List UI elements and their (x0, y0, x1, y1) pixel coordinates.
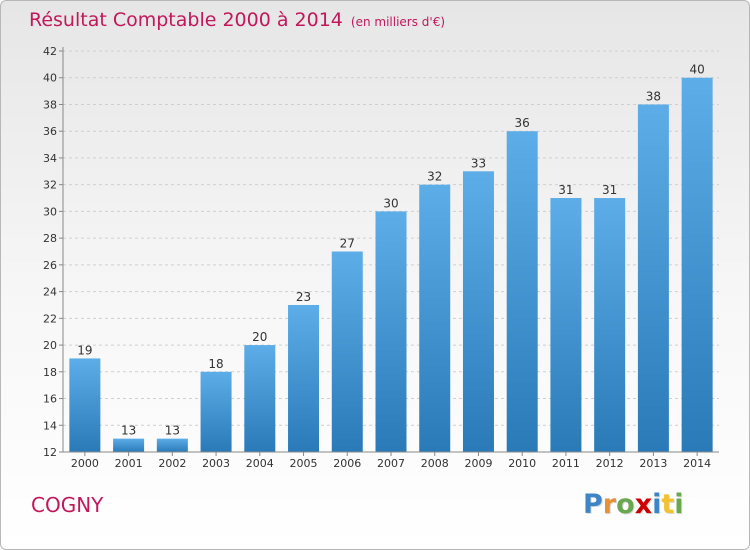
x-tick-label: 2009 (464, 457, 492, 470)
bar-2000 (69, 358, 101, 452)
x-tick-label: 2004 (246, 457, 274, 470)
bar-2002 (156, 438, 188, 452)
commune-name: COGNY (31, 493, 104, 517)
bar-2010 (506, 131, 538, 452)
data-label: 13 (121, 424, 136, 438)
data-label: 20 (252, 330, 267, 344)
y-tick-label: 20 (43, 339, 57, 352)
x-tick-label: 2006 (333, 457, 361, 470)
y-tick-label: 42 (43, 45, 57, 58)
bar-2004 (244, 345, 276, 452)
bar-2009 (462, 171, 494, 453)
y-tick-label: 12 (43, 446, 57, 459)
proxiti-logo: Proxiti (583, 489, 684, 520)
bar-2001 (113, 438, 145, 452)
y-tick-label: 36 (43, 125, 57, 138)
x-tick-label: 2012 (596, 457, 624, 470)
y-tick-label: 22 (43, 312, 57, 325)
y-tick-label: 16 (43, 393, 57, 406)
x-tick-label: 2008 (421, 457, 449, 470)
data-label: 36 (515, 116, 530, 130)
y-tick-label: 30 (43, 205, 57, 218)
logo-letter: i (674, 489, 684, 520)
bar-2014 (681, 77, 713, 452)
y-tick-label: 28 (43, 232, 57, 245)
data-label: 13 (165, 424, 180, 438)
x-tick-label: 2007 (377, 457, 405, 470)
x-tick-label: 2003 (202, 457, 230, 470)
data-label: 31 (602, 183, 617, 197)
data-label: 18 (208, 357, 223, 371)
y-tick-label: 38 (43, 98, 57, 111)
x-tick-label: 2011 (552, 457, 580, 470)
y-tick-label: 34 (43, 152, 57, 165)
y-tick-label: 24 (43, 286, 57, 299)
data-label: 19 (77, 343, 92, 357)
data-labels: 19 13 13 18 20 23 27 30 32 33 36 31 31 38 40 (77, 63, 705, 438)
y-tick-label: 32 (43, 179, 57, 192)
data-label: 33 (471, 156, 486, 170)
x-tick-label: 2013 (639, 457, 667, 470)
bar-2013 (637, 104, 669, 452)
chart-title-text: Résultat Comptable 2000 à 2014 (29, 9, 343, 31)
chart-title: Résultat Comptable 2000 à 2014 (en millie… (29, 9, 445, 31)
y-tick-label: 26 (43, 259, 57, 272)
bar-2007 (375, 211, 407, 452)
x-tick-label: 2005 (290, 457, 318, 470)
chart-subtitle: (en milliers d'€) (350, 15, 446, 29)
y-tick-label: 14 (43, 419, 57, 432)
data-label: 30 (383, 196, 398, 210)
x-tick-label: 2001 (115, 457, 143, 470)
data-label: 40 (689, 63, 704, 77)
logo-letter: i (652, 489, 662, 520)
x-tick-label: 2000 (71, 457, 99, 470)
logo-letter: P (583, 489, 603, 520)
data-label: 27 (340, 237, 355, 251)
logo-letter: x (634, 489, 653, 520)
bar-2003 (200, 371, 232, 452)
data-label: 38 (646, 89, 661, 103)
bar-2006 (331, 251, 363, 452)
bar-2011 (550, 198, 582, 452)
logo-letter: o (616, 489, 635, 520)
logo-letter: t (661, 489, 675, 520)
bar-2012 (594, 198, 626, 452)
logo-letter: r (602, 489, 617, 520)
bar-2005 (288, 304, 320, 452)
bars (69, 77, 713, 453)
x-tick-label: 2002 (158, 457, 186, 470)
data-label: 23 (296, 290, 311, 304)
y-tick-label: 18 (43, 366, 57, 379)
data-label: 32 (427, 170, 442, 184)
bar-2008 (419, 184, 451, 452)
y-tick-label: 40 (43, 72, 57, 85)
axes: 12 14 16 18 20 22 24 26 28 30 32 34 36 38 40 42 2000 2001… (43, 45, 719, 470)
data-label: 31 (558, 183, 573, 197)
x-tick-label: 2014 (683, 457, 711, 470)
x-tick-label: 2010 (508, 457, 536, 470)
